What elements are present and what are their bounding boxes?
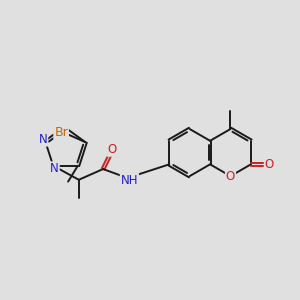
Text: Br: Br: [54, 126, 68, 139]
Text: NH: NH: [121, 174, 138, 187]
Text: N: N: [39, 133, 47, 146]
Text: O: O: [226, 169, 235, 183]
Text: N: N: [50, 162, 59, 175]
Text: O: O: [265, 158, 274, 171]
Text: O: O: [107, 143, 117, 156]
